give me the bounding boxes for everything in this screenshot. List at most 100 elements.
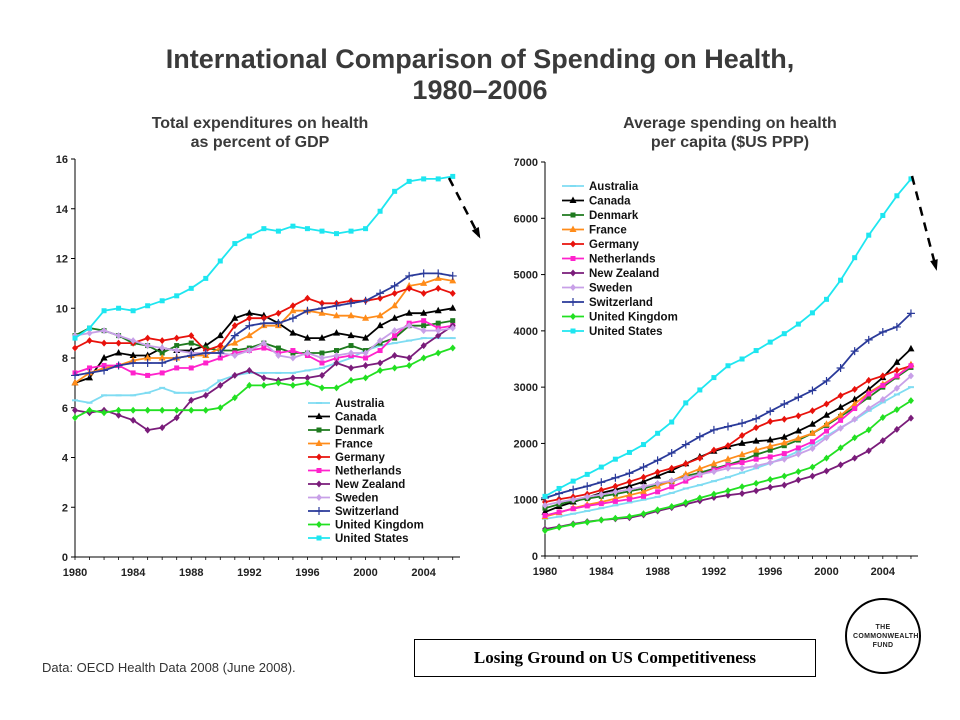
gdp-chart-point-netherlands [101,362,107,368]
gdp-chart-point-germany [420,289,427,297]
percap-chart-point-united-states [598,464,604,470]
gdp-chart-point-united-states [377,208,383,214]
percap-chart-point-switzerland [794,393,803,402]
percap-chart-point-canada [865,385,873,392]
gdp-chart-point-switzerland [172,354,181,362]
percap-chart-point-netherlands [655,489,661,495]
gdp-chart-point-switzerland [390,281,399,290]
gdp-chart-point-australia [130,394,137,397]
percap-chart-point-netherlands [598,501,604,507]
gdp-chart-point-sweden [333,352,340,360]
gdp-chart-point-united-kingdom [144,406,151,414]
gdp-chart-point-sweden [304,349,311,357]
percap-chart-point-switzerland [808,386,817,395]
gdp-chart-point-australia [159,386,166,389]
percap-chart-point-sweden [739,464,746,472]
gdp-chart-point-united-states [435,176,441,182]
percap-trend-arrow [910,175,938,269]
percap-chart-point-switzerland [723,422,732,431]
gdp-chart-point-denmark [159,350,165,356]
percap-chart-point-united-states [626,449,632,455]
percap-chart-point-netherlands [612,498,618,504]
percap-chart-point-france [766,442,774,449]
gdp-chart-point-new-zealand [406,354,413,362]
percap-chart-legend-label-germany: Germany [589,239,639,251]
gdp-chart-point-germany [449,289,456,297]
gdp-chart-point-new-zealand [144,426,151,434]
percap-chart-point-netherlands [570,506,576,512]
gdp-chart-point-sweden [362,349,369,357]
percap-chart-series-germany-line [544,364,912,503]
gdp-chart-point-united-kingdom [391,364,398,372]
gdp-chart-point-france [391,301,399,309]
gdp-chart-point-switzerland [158,358,167,367]
gdp-chart-point-france [362,314,370,321]
percap-chart-x-tick-label: 2004 [871,566,896,578]
gdp-chart-point-canada [86,373,94,381]
percap-chart-point-australia [640,498,647,501]
left-chart-title-line1: Total expenditures on health [151,115,369,132]
gdp-chart-point-denmark [188,340,194,346]
gdp-chart-point-germany [231,322,238,330]
percap-chart-point-united-kingdom [837,444,844,452]
gdp-chart-point-new-zealand [231,371,238,379]
percap-chart-point-united-kingdom [865,426,872,434]
gdp-chart-point-switzerland [448,271,457,280]
gdp-chart-point-netherlands [174,365,180,371]
percap-chart-point-switzerland [878,327,887,336]
gdp-chart-point-netherlands [377,348,383,354]
percap-chart-point-united-kingdom [570,520,577,528]
percap-chart-point-denmark [781,443,787,449]
percap-chart-legend-label-netherlands: Netherlands [589,254,655,266]
percap-chart-point-canada [823,411,831,418]
percap-chart-point-france [823,420,831,427]
percap-chart-point-united-kingdom [767,475,774,483]
percap-chart-point-sweden [795,450,802,458]
percap-chart-point-new-zealand [809,472,816,480]
percap-chart-point-germany [654,468,661,476]
percap-chart-point-canada [766,436,774,443]
gdp-chart-point-netherlands [188,365,194,371]
gdp-chart-point-sweden [391,327,398,335]
percap-chart-legend-label-sweden: Sweden [589,283,632,295]
percap-chart-legend-label-canada: Canada [589,196,631,208]
percap-chart-point-switzerland [611,473,620,482]
gdp-chart-point-france [376,311,384,319]
gdp-chart-point-germany [304,294,311,302]
percap-chart-point-germany [893,366,900,374]
percap-chart-point-canada [625,482,633,489]
gdp-chart-point-united-states [421,176,427,182]
gdp-chart-point-united-kingdom [435,349,442,357]
gdp-chart-point-netherlands [87,365,93,371]
percap-chart-point-germany [640,473,647,481]
percap-chart-point-united-kingdom [542,527,548,535]
gdp-chart-point-australia [391,342,398,345]
gdp-chart-point-switzerland [100,366,109,375]
percap-chart-point-new-zealand [893,425,900,433]
gdp-chart-point-united-states [290,223,296,229]
gdp-chart-point-sweden [144,342,151,350]
gdp-chart-point-germany [318,299,325,307]
gdp-chart-point-switzerland [201,349,210,358]
gdp-chart-point-new-zealand [115,411,122,419]
percap-chart-point-new-zealand [865,447,872,455]
gdp-chart-x-tick-label: 1988 [179,567,203,579]
gdp-chart-point-switzerland [317,304,326,313]
gdp-chart-point-united-kingdom [130,406,137,414]
percap-chart-legend-marker-germany [570,240,576,248]
percap-chart-point-switzerland [822,376,831,385]
gdp-chart-legend-label-canada: Canada [335,412,377,424]
percap-chart-point-united-kingdom [654,506,661,514]
gdp-chart-point-sweden [318,354,325,362]
gdp-chart-legend-marker-france [315,439,323,446]
percap-chart-legend-marker-united-states [570,328,576,334]
percap-chart-point-switzerland [667,448,676,457]
percap-chart-point-australia [696,484,703,487]
percap-chart-point-united-states [655,430,661,436]
percap-chart-point-france [837,411,845,418]
gdp-chart-x-tick-label: 1992 [237,567,261,579]
gdp-chart-point-france [434,274,442,281]
percap-chart-legend-label-france: France [589,225,627,237]
percap-chart-point-australia [556,515,563,518]
percap-chart-legend-marker-switzerland [569,298,577,306]
